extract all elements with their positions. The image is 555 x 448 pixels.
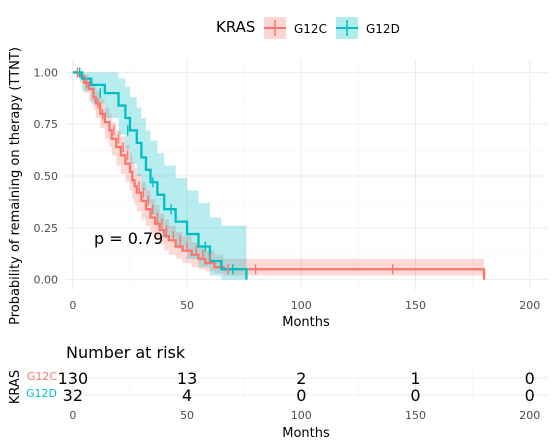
- risk-cell-g12c: 130: [58, 369, 89, 388]
- risk-table-grid: [66, 370, 548, 405]
- x-tick-label: 200: [519, 299, 540, 312]
- risk-cell-g12d: 4: [182, 386, 192, 405]
- risk-y-group-label: KRAS: [8, 370, 23, 404]
- y-axis-title: Probability of remaining on therapy (TTN…: [8, 47, 23, 325]
- legend: KRAS G12C G12D: [216, 17, 400, 39]
- risk-row-label-g12d: G12D: [26, 387, 57, 400]
- risk-x-tick-label: 0: [69, 409, 76, 422]
- risk-cell-g12c: 2: [296, 369, 306, 388]
- legend-label-g12d: G12D: [366, 22, 400, 36]
- x-axis-title: Months: [282, 315, 330, 330]
- y-tick-label: 0.00: [34, 274, 59, 287]
- risk-x-tick-label: 50: [180, 409, 194, 422]
- survival-curves: [72, 71, 486, 280]
- legend-label-g12c: G12C: [294, 22, 327, 36]
- risk-table-cells: 130 13 2 1 032 4 0 0 0: [58, 369, 535, 405]
- risk-table-title: Number at risk: [66, 343, 186, 362]
- risk-x-axis-title: Months: [282, 426, 330, 441]
- main-grid: [66, 60, 548, 290]
- x-tick-label: 0: [69, 299, 76, 312]
- main-axis-ticks: 0 50 100 150 200 0.00 0.25 0.50 0.75 1.00: [34, 66, 541, 312]
- risk-cell-g12d: 32: [63, 386, 83, 405]
- x-tick-label: 50: [180, 299, 194, 312]
- legend-key-g12c: [264, 17, 286, 39]
- risk-x-tick-label: 150: [405, 409, 426, 422]
- risk-x-tick-label: 100: [291, 409, 312, 422]
- risk-cell-g12c: 0: [525, 369, 535, 388]
- risk-cell-g12c: 13: [177, 369, 197, 388]
- risk-x-tick-label: 200: [519, 409, 540, 422]
- y-tick-label: 0.25: [34, 222, 59, 235]
- x-tick-label: 150: [405, 299, 426, 312]
- legend-key-g12d: [336, 17, 358, 39]
- risk-cell-g12d: 0: [410, 386, 420, 405]
- risk-row-label-g12c: G12C: [27, 370, 58, 383]
- ci-bands: [72, 72, 485, 280]
- survival-curve-g12d: [72, 71, 248, 280]
- legend-title: KRAS: [216, 18, 255, 36]
- survival-curve-g12c: [72, 71, 486, 280]
- risk-cell-g12d: 0: [525, 386, 535, 405]
- y-tick-label: 1.00: [34, 66, 59, 79]
- ci-band-g12d: [72, 72, 247, 280]
- risk-cell-g12d: 0: [296, 386, 306, 405]
- y-tick-label: 0.50: [34, 170, 59, 183]
- censor-marks: [76, 67, 394, 275]
- risk-cell-g12c: 1: [410, 369, 420, 388]
- risk-axis-ticks: 0 50 100 150 200: [69, 409, 540, 422]
- x-tick-label: 100: [291, 299, 312, 312]
- y-tick-label: 0.75: [34, 118, 59, 131]
- p-value-annotation: p = 0.79: [94, 229, 163, 248]
